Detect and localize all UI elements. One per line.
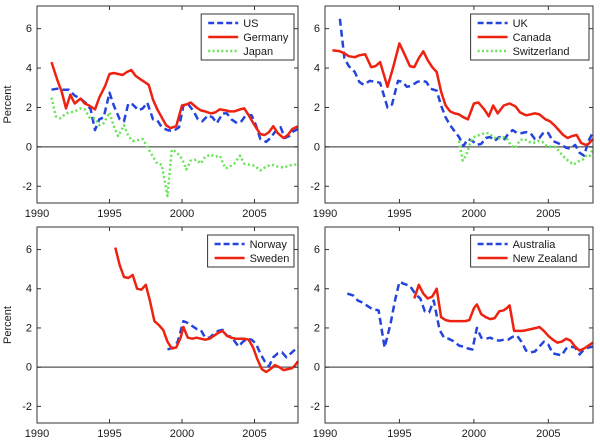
legend-box <box>200 13 295 61</box>
y-tick-label: 2 <box>314 322 320 334</box>
panel-top-left: 1990 1995 2000 2005 -2 0 2 4 6 Percent US Germany Ja… <box>0 0 300 226</box>
chart-bottom-left: 1990 1995 2000 2005 -2 0 2 4 6 Percent Norway Swede… <box>2 226 300 440</box>
panel-top-right: 1990 1995 2000 2005 -2 0 2 4 6 UK Canada Switzerlan… <box>300 0 600 226</box>
y-tick-label: 4 <box>314 63 320 75</box>
x-tick-label: 2000 <box>170 208 194 220</box>
legend-label-uk: UK <box>513 18 529 30</box>
x-tick-label: 1990 <box>25 428 49 440</box>
x-tick-label: 2005 <box>536 208 560 220</box>
legend-label-norway: Norway <box>250 239 288 251</box>
series-line-sweden <box>114 247 300 374</box>
series-line-norway <box>167 319 299 368</box>
y-tick-label: -2 <box>310 401 320 413</box>
x-tick-label: 1990 <box>313 208 337 220</box>
legend-label-switzerland: Switzerland <box>513 46 570 58</box>
y-tick-label: 2 <box>26 102 32 114</box>
chart-top-right: 1990 1995 2000 2005 -2 0 2 4 6 UK Canada Switzerlan… <box>310 5 595 220</box>
axis-box <box>36 5 299 204</box>
y-tick-label: 6 <box>26 244 32 256</box>
x-tick-label: 2000 <box>170 428 194 440</box>
x-tick-label: 2000 <box>462 208 486 220</box>
x-tick-label: 2005 <box>536 428 560 440</box>
x-tick-label: 1990 <box>25 208 49 220</box>
y-tick-label: 4 <box>314 283 320 295</box>
y-tick-label: -2 <box>22 401 32 413</box>
legend-label-australia: Australia <box>513 239 557 251</box>
axis-box <box>324 5 594 204</box>
x-tick-label: 1995 <box>97 208 121 220</box>
y-tick-label: -2 <box>310 181 320 193</box>
panel-bottom-left: 1990 1995 2000 2005 -2 0 2 4 6 Percent Norway Swede… <box>0 221 300 443</box>
y-tick-label: -2 <box>22 181 32 193</box>
y-tick-label: 2 <box>314 102 320 114</box>
series-line-japan <box>50 97 298 198</box>
series-line-canada <box>332 42 594 147</box>
axis-box <box>36 226 299 424</box>
y-tick-label: 6 <box>314 244 320 256</box>
y-tick-label: 0 <box>314 362 320 374</box>
axis-box <box>324 226 594 424</box>
y-tick-label: 4 <box>26 283 32 295</box>
y-tick-label: 2 <box>26 322 32 334</box>
series-line-germany <box>50 61 299 140</box>
series-line-switzerland <box>457 131 595 166</box>
x-tick-label: 1995 <box>387 208 411 220</box>
x-tick-label: 2005 <box>242 208 266 220</box>
legend-label-canada: Canada <box>513 32 552 44</box>
y-axis-label: Percent <box>2 86 14 124</box>
y-tick-label: 0 <box>26 362 32 374</box>
x-tick-label: 2000 <box>462 428 486 440</box>
legend-label-us: US <box>243 18 258 30</box>
x-tick-label: 1995 <box>97 428 121 440</box>
legend-label-new-zealand: New Zealand <box>513 253 578 265</box>
y-axis-label: Percent <box>2 306 14 344</box>
y-tick-label: 0 <box>314 141 320 153</box>
chart-bottom-right: 1990 1995 2000 2005 -2 0 2 4 6 Australia New Zeala… <box>310 226 594 440</box>
legend-label-germany: Germany <box>243 32 289 44</box>
series-line-new-zealand <box>413 283 594 352</box>
x-tick-label: 1990 <box>313 428 337 440</box>
legend-box <box>207 234 295 268</box>
panel-bottom-right: 1990 1995 2000 2005 -2 0 2 4 6 Australia New Zeala… <box>300 221 600 443</box>
y-tick-label: 6 <box>26 23 32 35</box>
legend-label-japan: Japan <box>243 46 273 58</box>
series-line-us <box>51 87 299 144</box>
legend-box <box>470 234 590 268</box>
y-tick-label: 6 <box>314 23 320 35</box>
y-tick-label: 0 <box>26 141 32 153</box>
legend-label-sweden: Sweden <box>250 253 290 265</box>
chart-top-left: 1990 1995 2000 2005 -2 0 2 4 6 Percent US Germany Ja… <box>2 5 299 220</box>
x-tick-label: 1995 <box>387 428 411 440</box>
series-line-australia <box>346 280 594 357</box>
x-tick-label: 2005 <box>242 428 266 440</box>
y-tick-label: 4 <box>26 63 32 75</box>
